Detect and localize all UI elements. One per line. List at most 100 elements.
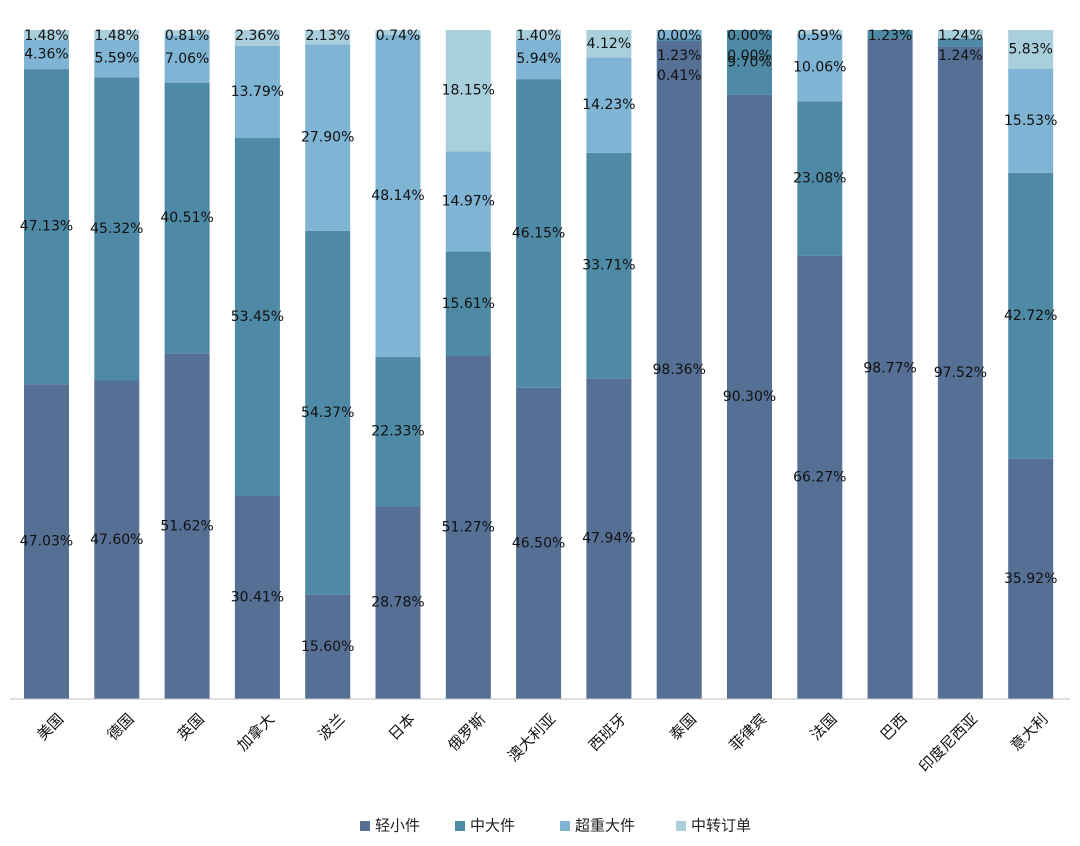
bar-segment — [656, 30, 702, 39]
category-label: 印度尼西亚 — [915, 710, 981, 776]
bar-segment — [797, 255, 843, 699]
data-label: 1.24% — [938, 28, 982, 44]
bar-segment — [586, 378, 632, 699]
bar-segment — [445, 251, 491, 356]
data-label: 90.30% — [723, 389, 776, 405]
data-label: 0.00% — [727, 28, 771, 44]
bar-segment — [164, 82, 210, 354]
category-label: 日本 — [385, 710, 419, 744]
bars-group — [24, 30, 1054, 700]
legend-label: 轻小件 — [375, 817, 420, 835]
bar-segment — [656, 40, 702, 700]
bar-segment — [656, 38, 702, 41]
category-label: 菲律宾 — [726, 710, 771, 755]
data-label: 0.00% — [657, 28, 701, 44]
category-labels-group: 美国 德国 英国 加拿大 波兰 日本 俄罗斯 澳大利亚 西班牙 泰国 菲律宾 法国 巴西 印度尼西亚 意大利 — [33, 710, 1051, 776]
category-label: 西班牙 — [585, 710, 630, 755]
data-label: 5.94% — [516, 51, 560, 67]
bar-segment — [867, 30, 913, 39]
data-label: 15.53% — [1004, 113, 1057, 129]
bar-segment — [375, 357, 421, 507]
bar-segment — [797, 30, 843, 34]
category-label: 意大利 — [1007, 710, 1052, 755]
legend-label: 超重大件 — [575, 817, 635, 835]
data-label: 0.81% — [165, 28, 209, 44]
data-label: 66.27% — [793, 469, 846, 485]
data-label: 18.15% — [442, 83, 495, 99]
bar-segment — [516, 387, 562, 699]
data-label: 1.23% — [657, 48, 701, 64]
bar-segment — [94, 380, 140, 699]
data-label: 0.41% — [657, 68, 701, 84]
data-label: 15.61% — [442, 296, 495, 312]
data-label: 15.60% — [301, 639, 354, 655]
data-label: 47.03% — [20, 534, 73, 550]
category-label: 泰国 — [666, 710, 700, 744]
bar-segment — [797, 33, 843, 102]
bar-segment — [234, 30, 280, 46]
category-label: 波兰 — [314, 710, 348, 744]
data-label: 1.40% — [516, 28, 560, 44]
data-label: 45.32% — [90, 221, 143, 237]
category-label: 德国 — [104, 710, 138, 744]
data-label: 5.83% — [1008, 42, 1052, 58]
data-label: 47.13% — [20, 219, 73, 235]
bar-segment — [937, 38, 983, 47]
data-label: 42.72% — [1004, 308, 1057, 324]
legend: 轻小件 中大件 超重大件 中转订单 — [360, 817, 751, 835]
data-label: 22.33% — [371, 424, 424, 440]
bar-segment — [305, 30, 351, 45]
category-label: 美国 — [33, 710, 67, 744]
data-label: 28.78% — [371, 595, 424, 611]
category-label: 英国 — [174, 710, 208, 744]
bar-segment — [24, 39, 69, 70]
bar-segment — [586, 30, 632, 58]
data-label: 51.62% — [160, 518, 213, 534]
legend-swatch — [455, 821, 465, 831]
bar-segment — [1008, 458, 1054, 699]
bar-segment — [94, 30, 140, 40]
category-label: 澳大利亚 — [504, 710, 559, 765]
data-label: 2.36% — [235, 28, 279, 44]
data-label: 54.37% — [301, 405, 354, 421]
bar-segment — [164, 35, 210, 83]
data-label: 35.92% — [1004, 571, 1057, 587]
bar-segment — [1008, 172, 1054, 459]
bar-segment — [375, 30, 421, 35]
data-label: 1.23% — [868, 28, 912, 44]
bar-segment — [937, 46, 983, 699]
data-label: 2.13% — [305, 28, 349, 44]
legend-swatch — [560, 821, 570, 831]
bar-segment — [937, 30, 983, 39]
data-label: 14.23% — [582, 97, 635, 113]
bar-segment — [305, 230, 351, 595]
bar-segment — [727, 94, 772, 699]
data-label: 1.48% — [95, 28, 139, 44]
data-label: 53.45% — [231, 309, 284, 325]
data-label: 4.36% — [24, 47, 68, 63]
bar-segment — [867, 38, 913, 700]
bar-segment — [164, 353, 210, 699]
bar-segment — [516, 39, 562, 80]
bar-segment — [305, 44, 351, 231]
bar-segment — [1008, 69, 1054, 173]
bar-segment — [305, 594, 351, 699]
data-label: 46.15% — [512, 226, 565, 242]
bar-segment — [516, 30, 562, 40]
data-label: 1.48% — [24, 28, 68, 44]
data-label: 40.51% — [160, 210, 213, 226]
category-label: 巴西 — [877, 710, 911, 744]
data-label: 0.00% — [727, 48, 771, 64]
bar-segment — [24, 30, 69, 40]
data-label: 4.12% — [587, 36, 631, 52]
data-label: 33.71% — [582, 258, 635, 274]
data-label: 7.06% — [165, 51, 209, 67]
data-label: 30.41% — [231, 589, 284, 605]
bar-segment — [586, 57, 632, 153]
legend-label: 中大件 — [470, 817, 515, 835]
bar-segment — [234, 495, 280, 699]
bar-segment — [516, 79, 562, 388]
bar-segment — [1008, 30, 1054, 69]
data-label: 1.24% — [938, 48, 982, 64]
